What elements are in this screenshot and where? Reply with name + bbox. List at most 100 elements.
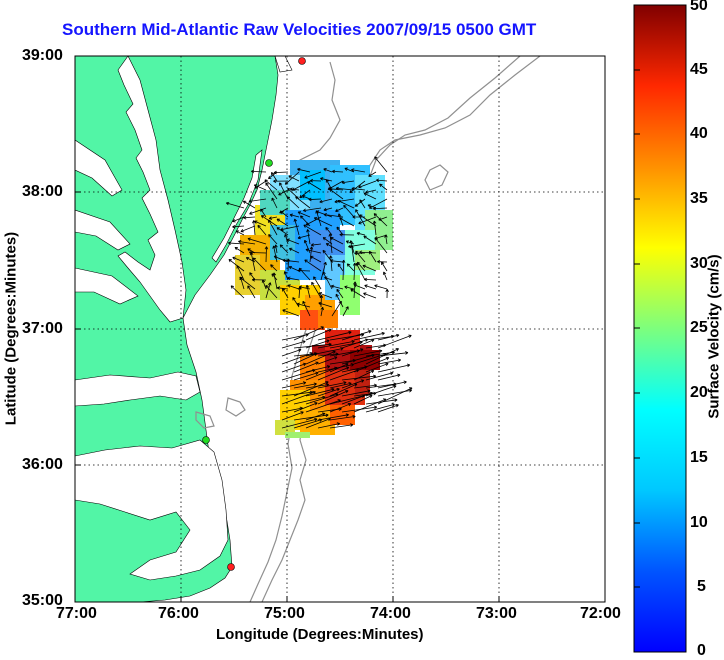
velocity-arrow (293, 371, 319, 381)
velocity-arrow (265, 182, 278, 200)
velocity-arrow (281, 417, 318, 429)
velocity-arrow (341, 353, 375, 365)
velocity-arrow (288, 247, 300, 254)
velocity-arrow (281, 348, 302, 357)
velocity-arrow (305, 399, 341, 413)
colorbar-tick-label: 10 (690, 514, 708, 531)
velocity-arrow (329, 414, 356, 421)
velocity-arrow (374, 284, 388, 290)
velocity-arrow (302, 300, 311, 317)
albemarle-sound (75, 371, 201, 407)
velocity-arrow (372, 220, 377, 236)
velocity-arrow (341, 180, 355, 185)
velocity-arrow (293, 361, 319, 373)
velocity-arrow (299, 189, 311, 199)
velocity-arrow (317, 356, 338, 365)
velocity-arrow (377, 380, 407, 389)
velocity-arrow (230, 285, 245, 299)
velocity-arrow (305, 365, 331, 373)
velocity-arrow (341, 389, 371, 397)
velocity-arrow (232, 224, 245, 229)
velocity-arrow (323, 168, 333, 173)
velocity-arrow (317, 422, 341, 429)
velocity-arrow (286, 238, 300, 245)
velocity-arrow (281, 381, 307, 389)
velocity-arrow (329, 368, 360, 381)
colorbar-tick-label: 0 (697, 642, 706, 659)
velocity-arrow (281, 340, 306, 349)
colorbar-tick-label: 40 (690, 125, 708, 142)
velocity-arrow (363, 292, 377, 299)
velocity-arrow (281, 368, 316, 381)
velocity-arrow (243, 215, 256, 220)
velocity-arrow (304, 259, 322, 272)
velocity-arrow (313, 217, 333, 227)
velocity-arrow (377, 334, 412, 349)
velocity-arrow (351, 186, 366, 191)
velocity-arrow (365, 371, 394, 381)
velocity-arrow (363, 235, 377, 245)
velocity-arrow (310, 178, 322, 183)
velocity-arrow (228, 258, 245, 272)
velocity-arrow (261, 279, 267, 290)
velocity-arrow (305, 412, 326, 421)
velocity-arrow (293, 352, 318, 365)
velocity-arrow (305, 347, 344, 357)
velocity-arrow (358, 180, 377, 189)
velocity-arrow (353, 394, 373, 405)
velocity-arrow (283, 271, 289, 281)
velocity-arrow (268, 219, 278, 236)
velocity-arrow (279, 244, 289, 254)
velocity-arrow (304, 171, 322, 179)
velocity-arrow (335, 207, 344, 213)
velocity-arrow (368, 171, 377, 177)
y-tick-label: 37:00 (22, 320, 63, 337)
velocity-arrow (306, 229, 311, 245)
colorbar-tick-label: 35 (690, 190, 708, 207)
velocity-arrow (330, 284, 344, 290)
y-tick-label: 38:00 (22, 183, 63, 200)
y-tick-label: 36:00 (22, 456, 63, 473)
velocity-arrow (296, 302, 311, 308)
velocity-arrow (341, 338, 369, 349)
velocity-arrow (377, 373, 401, 381)
velocity-arrow (317, 330, 352, 341)
velocity-arrow (351, 168, 366, 173)
velocity-arrow (322, 237, 333, 245)
colorbar-tick-label: 15 (690, 449, 708, 466)
colorbar-tick-label: 5 (697, 578, 706, 595)
velocity-arrow (265, 285, 278, 299)
velocity-arrow (264, 246, 269, 263)
velocity-arrow (363, 192, 377, 200)
x-tick-label: 73:00 (476, 605, 517, 622)
velocity-arrow (268, 234, 278, 245)
velocity-arrow (329, 363, 349, 373)
velocity-arrow (317, 381, 347, 389)
velocity-arrow (305, 417, 331, 429)
velocity-arrow (240, 225, 256, 233)
velocity-arrow (238, 239, 256, 245)
velocity-arrow (317, 413, 349, 421)
velocity-arrow (298, 267, 311, 281)
velocity-arrow (373, 213, 388, 227)
velocity-field-north (235, 160, 393, 330)
velocity-arrow (325, 227, 333, 236)
velocity-arrow (353, 356, 390, 373)
velocity-arrow (329, 382, 352, 389)
colorbar-tick-label: 20 (690, 384, 708, 401)
map-title: Southern Mid-Atlantic Raw Velocities 200… (62, 20, 537, 39)
velocity-arrow (271, 197, 278, 209)
y-axis-label: Latitude (Degrees:Minutes) (2, 231, 20, 426)
velocity-arrow (247, 237, 267, 245)
velocity-arrow (300, 215, 311, 227)
velocity-arrow (302, 207, 322, 213)
velocity-arrow (384, 234, 388, 245)
velocity-arrow (329, 402, 352, 413)
velocity-arrow (323, 207, 333, 212)
velocity-arrow (311, 281, 322, 299)
x-tick-label: 74:00 (370, 605, 411, 622)
velocity-arrow (344, 285, 355, 290)
velocity-arrow (356, 231, 366, 236)
velocity-arrow (297, 234, 311, 240)
